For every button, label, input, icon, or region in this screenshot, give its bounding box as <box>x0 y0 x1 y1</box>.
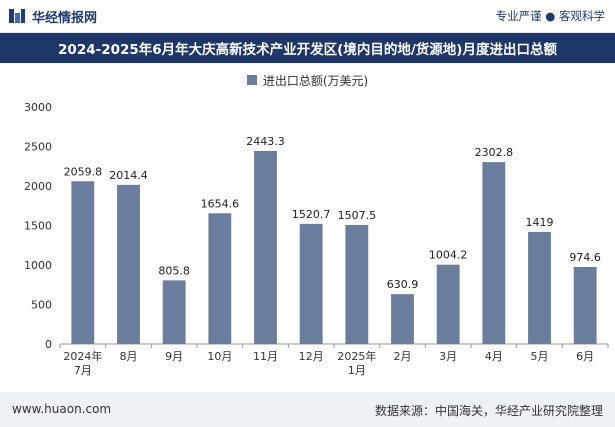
bar-chart: 0 500 1000 1500 2000 2500 3000 2059.8 2024年 7月 201… <box>24 101 609 377</box>
y-tick-label: 1000 <box>24 259 52 272</box>
y-tick-label: 0 <box>45 338 52 351</box>
bar <box>117 184 140 344</box>
bar <box>482 162 506 344</box>
bar <box>573 267 597 344</box>
bar <box>528 231 551 344</box>
x-tick-label-line: 9月 <box>165 350 183 363</box>
x-tick-label: 5月 <box>531 350 549 363</box>
data-label: 1654.6 <box>201 197 240 210</box>
x-tick-label: 3月 <box>439 350 457 363</box>
x-tick-label-line: 4月 <box>485 350 503 363</box>
legend-swatch <box>246 75 257 85</box>
bar <box>208 213 232 344</box>
data-label: 805.8 <box>158 264 190 277</box>
x-tick-label-line: 8月 <box>120 350 138 363</box>
brand-name: 华经情报网 <box>32 10 98 26</box>
data-label: 2443.3 <box>246 135 285 148</box>
bar <box>254 150 277 344</box>
data-label: 2302.8 <box>475 146 514 159</box>
x-tick-label-line: 5月 <box>531 350 549 363</box>
bar <box>71 181 95 344</box>
y-tick-label: 3000 <box>24 101 52 114</box>
footer-url[interactable]: www.huaon.com <box>12 402 112 416</box>
data-label: 1520.7 <box>292 208 331 221</box>
brand[interactable]: 华经情报网 <box>8 7 98 26</box>
brand-logo-icon <box>9 9 25 23</box>
data-label: 1507.5 <box>338 209 377 222</box>
chart-legend: 进出口总额(万美元) <box>0 70 615 90</box>
data-label: 630.9 <box>387 278 419 291</box>
x-tick-label: 11月 <box>253 350 278 363</box>
footer-source: 数据来源：中国海关，华经产业研究院整理 <box>374 404 603 418</box>
x-tick-label: 9月 <box>165 350 183 363</box>
x-tick-label-line: 2025年 <box>337 349 376 363</box>
data-label: 1004.2 <box>429 249 468 262</box>
x-tick-label: 8月 <box>120 350 138 363</box>
x-tick-label: 4月 <box>485 350 503 363</box>
x-tick-label: 2月 <box>394 350 412 363</box>
data-label: 1419 <box>526 216 554 229</box>
y-tick-label: 1500 <box>24 220 52 233</box>
bar <box>436 264 460 344</box>
x-tick-label: 12月 <box>299 350 324 363</box>
chart-title: 2024-2025年6月年大庆高新技术产业开发区(境内目的地/货源地)月度进出口… <box>0 33 615 63</box>
site-header: 华经情报网 专业严谨 ● 客观科学 <box>0 0 615 33</box>
bar <box>345 224 369 344</box>
legend-label: 进出口总额(万美元) <box>262 73 369 88</box>
x-tick-label-line: 12月 <box>299 350 324 363</box>
data-label: 2014.4 <box>109 169 148 182</box>
x-tick-label-line: 6月 <box>576 350 594 363</box>
x-tick-label: 10月 <box>207 350 232 363</box>
y-tick-label: 2000 <box>24 180 52 193</box>
x-tick-label: 2024年 7月 <box>63 349 102 377</box>
x-tick-label-line: 1月 <box>348 364 366 377</box>
footer: www.huaon.com 数据来源：中国海关，华经产业研究院整理 <box>0 392 615 427</box>
y-tick-label: 500 <box>31 299 52 312</box>
tagline: 专业严谨 ● 客观科学 <box>495 9 605 23</box>
x-tick-label: 2025年 1月 <box>337 349 376 377</box>
data-label: 974.6 <box>569 251 601 264</box>
x-tick-label-line: 10月 <box>207 350 232 363</box>
x-tick-label: 6月 <box>576 350 594 363</box>
x-tick-label-line: 3月 <box>439 350 457 363</box>
x-tick-label-line: 11月 <box>253 350 278 363</box>
y-tick-label: 2500 <box>24 141 52 154</box>
data-label: 2059.8 <box>64 165 103 178</box>
bar <box>391 294 414 344</box>
x-tick-label-line: 2月 <box>394 350 412 363</box>
bar <box>162 280 186 344</box>
x-tick-label-line: 2024年 <box>63 349 102 363</box>
x-tick-label-line: 7月 <box>74 364 92 377</box>
bar <box>299 223 323 344</box>
